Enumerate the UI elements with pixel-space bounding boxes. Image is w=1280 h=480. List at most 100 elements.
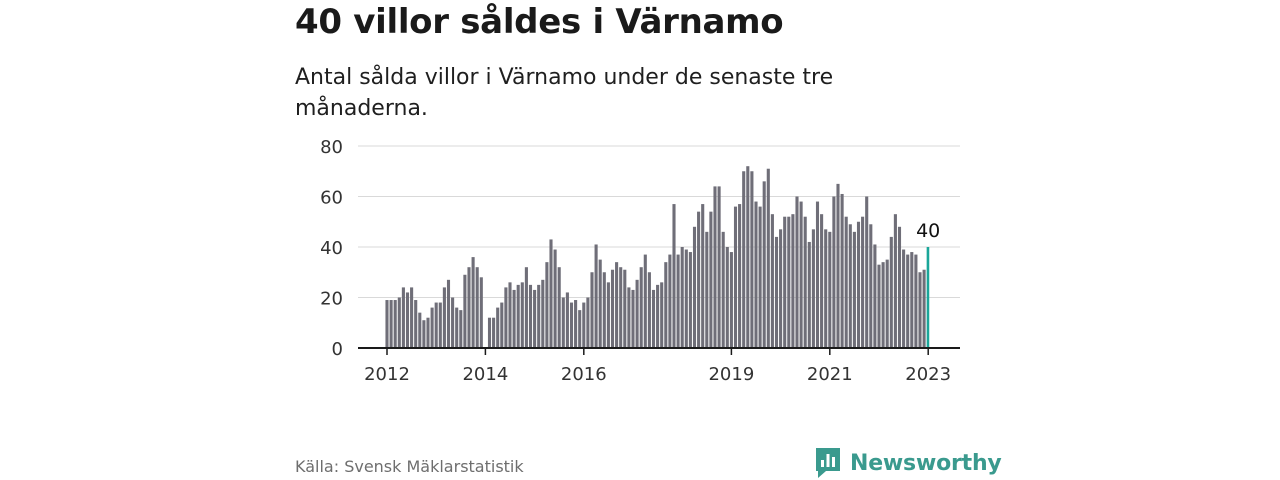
bar [393, 300, 397, 348]
bar [410, 287, 414, 348]
bar [656, 284, 660, 348]
bar [770, 214, 774, 348]
bar [524, 267, 528, 348]
bar [889, 236, 893, 348]
bar [578, 310, 582, 348]
bar [881, 262, 885, 348]
bar [910, 252, 914, 348]
bar [631, 289, 635, 348]
bar [467, 267, 471, 348]
bar [598, 259, 602, 348]
bar [746, 166, 750, 348]
bar [873, 244, 877, 348]
bar [717, 186, 721, 348]
bar [828, 231, 832, 348]
bar [590, 272, 594, 348]
bar [824, 229, 828, 348]
bar [492, 317, 496, 348]
bar [459, 310, 463, 348]
bar [791, 214, 795, 348]
bar [643, 254, 647, 348]
bar [684, 249, 688, 348]
bar [463, 274, 467, 348]
bar [668, 254, 672, 348]
bar [512, 289, 516, 348]
x-tick-label: 2016 [561, 364, 607, 385]
bar [553, 249, 557, 348]
bar [914, 254, 918, 348]
bar [508, 282, 512, 348]
bar [738, 204, 742, 348]
bar [619, 267, 623, 348]
bar [561, 297, 565, 348]
bar [557, 267, 561, 348]
brand-name: Newsworthy [850, 450, 1002, 476]
bar [565, 292, 569, 348]
bar [832, 196, 836, 348]
bar [893, 214, 897, 348]
bar [438, 302, 442, 348]
bar [865, 196, 869, 348]
bar [627, 287, 631, 348]
bar [451, 297, 455, 348]
bar [676, 254, 680, 348]
bar [385, 300, 389, 348]
y-tick-label: 0 [332, 339, 343, 360]
bar [639, 267, 643, 348]
bar [446, 279, 451, 348]
bar [405, 292, 410, 348]
bar [418, 312, 422, 348]
newsworthy-logo[interactable]: Newsworthy [814, 446, 1002, 480]
bar [672, 204, 676, 348]
highlight-data-label: 40 [916, 220, 940, 242]
bar [697, 211, 701, 348]
bar [779, 229, 783, 348]
bar [504, 287, 508, 348]
bar [897, 226, 902, 348]
bar [426, 317, 430, 348]
bar [852, 231, 856, 348]
bar [516, 284, 520, 348]
bar [545, 262, 549, 348]
y-tick-label: 40 [320, 238, 343, 259]
bar [795, 196, 799, 348]
bar [820, 214, 824, 348]
bar [549, 239, 553, 348]
bar [750, 171, 754, 348]
bar [783, 216, 787, 348]
bar [807, 241, 811, 348]
bar [766, 168, 770, 348]
x-tick-label: 2012 [364, 364, 410, 385]
bar [787, 216, 791, 348]
highlight-bar [926, 247, 930, 348]
bar [815, 201, 820, 348]
bar [389, 300, 393, 348]
bar [803, 216, 807, 348]
bar [774, 236, 779, 348]
bar [569, 302, 574, 348]
bar [762, 181, 766, 348]
bar [414, 300, 418, 348]
bar [725, 247, 729, 348]
bar [471, 257, 475, 348]
bar [840, 193, 844, 348]
bar [861, 216, 865, 348]
bar [442, 287, 446, 348]
bar [401, 287, 405, 348]
bar [742, 171, 746, 348]
bar [660, 282, 664, 348]
x-tick-label: 2019 [708, 364, 754, 385]
bar [664, 262, 668, 348]
bar [705, 231, 709, 348]
bar [455, 307, 459, 348]
bar [430, 307, 434, 348]
bar [602, 272, 606, 348]
bar [496, 307, 500, 348]
bar [721, 231, 725, 348]
bar [856, 221, 861, 348]
bar [520, 282, 524, 348]
bar [479, 277, 483, 348]
bar [692, 226, 697, 348]
bar [799, 201, 803, 348]
bar [713, 186, 717, 348]
